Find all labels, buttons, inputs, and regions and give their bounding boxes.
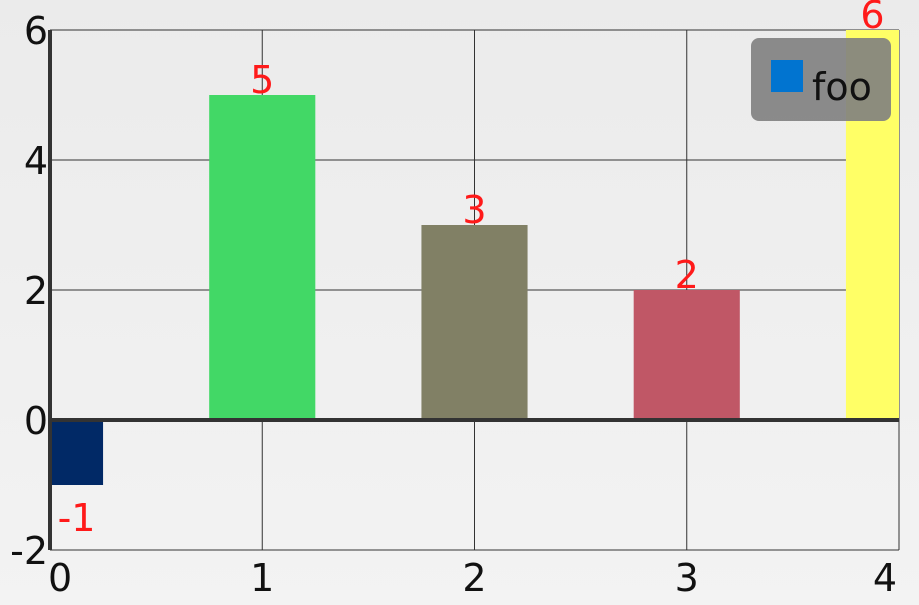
axes bbox=[48, 30, 899, 550]
x-tick-label-1: 1 bbox=[250, 556, 274, 600]
bar-1 bbox=[209, 95, 316, 420]
bar-0 bbox=[50, 420, 104, 485]
x-tick-label-0: 0 bbox=[48, 556, 72, 600]
legend: foo bbox=[751, 38, 891, 121]
bar-3 bbox=[633, 290, 740, 420]
legend-label: foo bbox=[812, 65, 872, 109]
data-label-2: 3 bbox=[462, 188, 486, 232]
y-tick-label-4: 6 bbox=[24, 9, 48, 53]
y-tick-label-0: -2 bbox=[10, 529, 48, 573]
legend-swatch bbox=[771, 60, 803, 92]
legend-box bbox=[751, 38, 891, 121]
data-label-3: 2 bbox=[675, 253, 699, 297]
bars bbox=[50, 30, 899, 485]
x-tick-label-3: 3 bbox=[675, 556, 699, 600]
data-label-0: -1 bbox=[58, 496, 96, 540]
y-tick-label-1: 0 bbox=[24, 399, 48, 443]
data-label-4: 6 bbox=[860, 0, 884, 37]
x-tick-label-4: 4 bbox=[873, 556, 897, 600]
y-tick-label-2: 2 bbox=[24, 269, 48, 313]
x-tick-label-2: 2 bbox=[462, 556, 486, 600]
bar-2 bbox=[421, 225, 528, 420]
data-label-1: 5 bbox=[250, 58, 274, 102]
y-tick-label-3: 4 bbox=[24, 139, 48, 183]
data-labels: -1 5 3 2 6 bbox=[58, 0, 885, 540]
